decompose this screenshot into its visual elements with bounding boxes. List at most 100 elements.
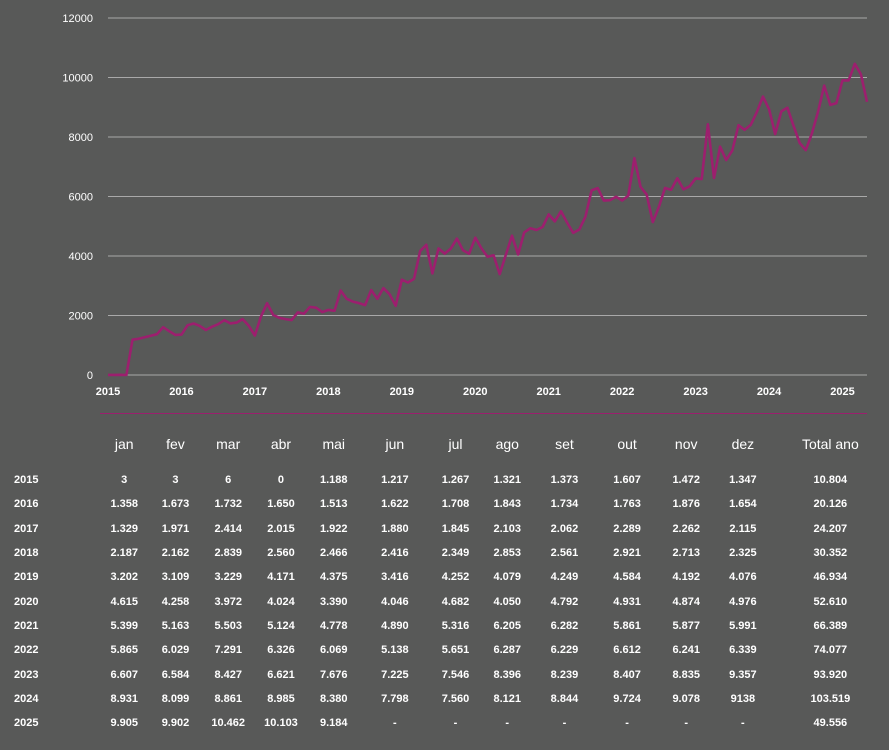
month-value-cell: - — [505, 717, 510, 730]
month-value-cell: 2.414 — [214, 522, 242, 535]
month-value-cell: 1.880 — [381, 522, 409, 535]
month-value-cell: 5.651 — [441, 644, 470, 657]
month-value-cell: 8.931 — [110, 692, 138, 705]
month-value-cell: 0 — [277, 474, 285, 487]
month-value-cell: 9.724 — [613, 692, 641, 705]
month-value-cell: 1.321 — [493, 474, 521, 487]
month-value-cell: 1.267 — [441, 474, 470, 487]
month-value-cell: 2.062 — [550, 522, 579, 535]
x-tick-label: 2021 — [536, 386, 560, 398]
row-total-cell: 103.519 — [810, 692, 851, 705]
month-value-cell: 9.078 — [672, 692, 700, 705]
table-row: 2015 3 3 6 0 1.188 1.217 1.267 1.321 1.373 1.607 1.… — [0, 468, 889, 492]
y-tick-label: 2000 — [69, 311, 93, 323]
month-value-cell: 4.615 — [110, 595, 138, 608]
month-value-cell: 4.931 — [613, 595, 641, 608]
header-month: abr — [270, 436, 292, 452]
table-row: 2024 8.931 8.099 8.861 8.985 8.380 7.798 7.560 8… — [0, 687, 889, 711]
month-value-cell: 1.732 — [214, 498, 242, 511]
x-tick-label: 2015 — [96, 386, 120, 398]
month-value-cell: 2.325 — [729, 547, 757, 560]
month-value-cell: 1.217 — [381, 474, 409, 487]
x-tick-label: 2024 — [757, 386, 782, 398]
header-month: ago — [495, 436, 519, 452]
month-value-cell: 10.462 — [211, 717, 246, 730]
x-tick-label: 2019 — [390, 386, 414, 398]
month-value-cell: 5.138 — [381, 644, 409, 657]
header-year — [0, 430, 99, 468]
month-value-cell: 3.109 — [161, 571, 190, 584]
month-value-cell: 1.607 — [613, 474, 641, 487]
y-tick-label: 6000 — [69, 192, 93, 204]
month-value-cell: 6.069 — [319, 644, 348, 657]
header-month: fev — [166, 436, 185, 452]
month-value-cell: 4.682 — [441, 595, 470, 608]
month-value-cell: 2.466 — [319, 547, 348, 560]
month-value-cell: 8.844 — [550, 692, 579, 705]
header-month: nov — [674, 436, 698, 452]
row-total-cell: 10.804 — [813, 474, 848, 487]
month-value-cell: 8.121 — [493, 692, 521, 705]
y-tick-label: 10000 — [62, 73, 93, 85]
table-row: 2016 1.358 1.673 1.732 1.650 1.513 1.622 1.708 1… — [0, 492, 889, 516]
row-year: 2019 — [14, 571, 39, 584]
row-year: 2015 — [14, 474, 39, 487]
month-value-cell: 1.513 — [319, 498, 348, 511]
x-tick-label: 2018 — [316, 386, 340, 398]
row-total-cell: 93.920 — [813, 668, 848, 681]
month-value-cell: 2.561 — [550, 547, 579, 560]
month-value-cell: 5.163 — [161, 619, 190, 632]
month-value-cell: 5.865 — [110, 644, 138, 657]
month-value-cell: 2.187 — [110, 547, 138, 560]
month-value-cell: 2.349 — [441, 547, 470, 560]
month-value-cell: 7.676 — [319, 668, 348, 681]
month-value-cell: 7.798 — [381, 692, 409, 705]
table-row: 2022 5.865 6.029 7.291 6.326 6.069 5.138 5.651 6… — [0, 638, 889, 662]
month-value-cell: 1.329 — [110, 522, 138, 535]
month-value-cell: 6.607 — [110, 668, 138, 681]
month-value-cell: 8.861 — [214, 692, 242, 705]
month-value-cell: 2.560 — [267, 547, 295, 560]
month-value-cell: - — [393, 717, 397, 730]
month-value-cell: 9138 — [730, 692, 756, 705]
month-value-cell: 2.289 — [613, 522, 641, 535]
table-body: 2015 3 3 6 0 1.188 1.217 1.267 1.321 1.373 1.607 1.… — [0, 468, 889, 735]
row-year: 2022 — [14, 644, 39, 657]
month-value-cell: 3.202 — [110, 571, 138, 584]
month-value-cell: 1.188 — [319, 474, 348, 487]
month-value-cell: 3.972 — [214, 595, 242, 608]
month-value-cell: 1.650 — [267, 498, 295, 511]
table-row: 2025 9.905 9.902 10.462 10.103 9.184 - - - - - - - 49… — [0, 711, 889, 735]
row-year: 2025 — [14, 717, 39, 730]
row-total-cell: 46.934 — [813, 571, 848, 584]
table-header-row: jan fev mar abr mai jun jul ago set out … — [0, 430, 889, 468]
row-total-cell: 24.207 — [813, 522, 848, 535]
month-value-cell: 2.713 — [672, 547, 700, 560]
month-value-cell: 6.339 — [729, 644, 757, 657]
month-value-cell: 7.225 — [381, 668, 409, 681]
month-value-cell: 5.316 — [441, 619, 470, 632]
month-value-cell: 3.390 — [319, 595, 348, 608]
month-value-cell: 3 — [172, 474, 179, 487]
month-value-cell: 10.103 — [264, 717, 298, 730]
series-line — [108, 62, 869, 377]
x-tick-label: 2017 — [243, 386, 267, 398]
x-tick-label: 2016 — [169, 386, 193, 398]
row-total-cell: 49.556 — [813, 717, 848, 730]
month-value-cell: 8.380 — [319, 692, 348, 705]
month-value-cell: 4.258 — [161, 595, 190, 608]
month-value-cell: 5.861 — [613, 619, 641, 632]
month-value-cell: 6.326 — [267, 644, 295, 657]
month-value-cell: 5.877 — [672, 619, 700, 632]
month-value-cell: 8.396 — [493, 668, 521, 681]
month-value-cell: - — [684, 717, 689, 730]
month-value-cell: 8.407 — [613, 668, 641, 681]
month-value-cell: 4.874 — [672, 595, 700, 608]
month-value-cell: 1.708 — [441, 498, 470, 511]
month-value-cell: 1.654 — [729, 498, 757, 511]
table-row: 2023 6.607 6.584 8.427 6.621 7.676 7.225 7.546 8… — [0, 662, 889, 686]
row-total-cell: 20.126 — [813, 498, 848, 511]
x-tick-label: 2022 — [610, 386, 634, 398]
month-value-cell: 4.778 — [319, 619, 348, 632]
header-month: jun — [385, 436, 405, 452]
